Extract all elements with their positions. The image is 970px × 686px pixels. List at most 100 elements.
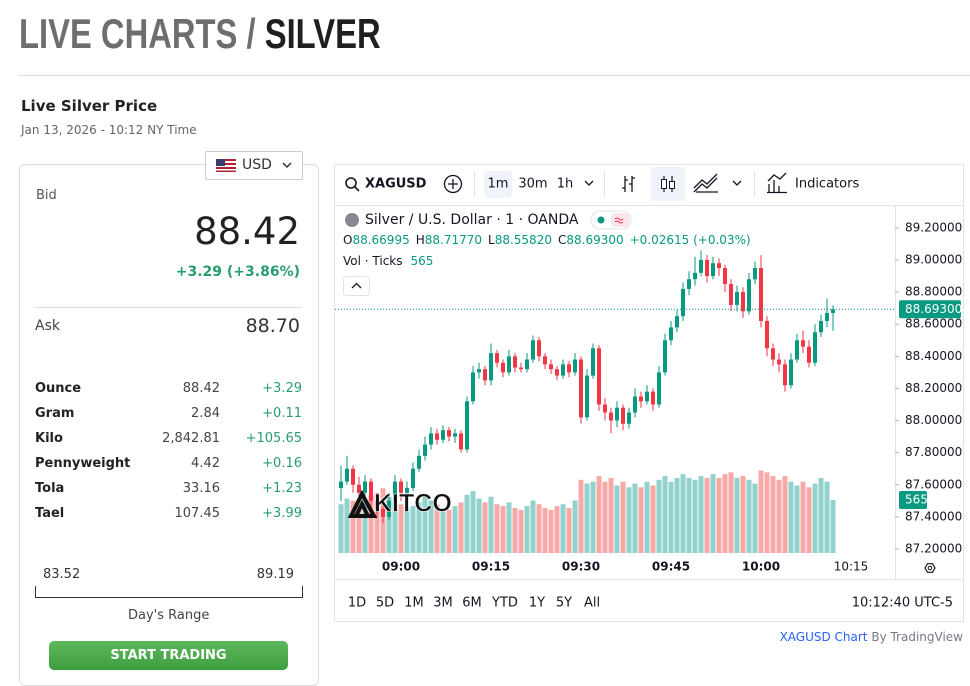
volume-bar (446, 509, 452, 553)
ohlc-value: 88.71770 (425, 233, 482, 247)
collapse-icon (351, 282, 362, 289)
volume-bar (824, 481, 830, 553)
ohlc-label: O (343, 233, 352, 247)
volume-bar (656, 479, 662, 553)
volume-bar (686, 477, 692, 553)
start-trading-button[interactable]: START TRADING (49, 641, 288, 670)
volume-bar (464, 494, 470, 553)
unit-price: 4.42 (191, 456, 220, 471)
interval-button[interactable]: 30m (518, 177, 547, 192)
candle-body (423, 444, 427, 456)
volume-bar (674, 477, 680, 553)
unit-name: Tael (35, 506, 65, 521)
range-label: Day's Range (128, 608, 210, 623)
search-icon[interactable] (345, 177, 357, 189)
candle-body (597, 348, 601, 405)
volume-bar (806, 487, 812, 553)
candle-body (465, 401, 469, 450)
volume-bar (668, 481, 674, 553)
range-button[interactable]: 1D (348, 596, 366, 611)
range-button[interactable]: 6M (462, 596, 482, 611)
range-button[interactable]: 1M (404, 596, 424, 611)
volume-bar (620, 481, 626, 553)
range-low: 83.52 (43, 567, 81, 582)
settings-icon[interactable] (924, 563, 936, 573)
attribution-link[interactable]: XAGUSD Chart (779, 630, 868, 644)
bars-icon[interactable] (622, 176, 635, 192)
range-button[interactable]: YTD (491, 596, 518, 611)
candle-body (537, 340, 541, 357)
candle-body (819, 320, 823, 333)
candle-body (399, 481, 403, 493)
volume-bar (428, 500, 434, 553)
volume-bar (470, 491, 476, 553)
volume-bar (710, 474, 716, 553)
volume-bar (590, 481, 596, 553)
volume-bar (716, 477, 722, 553)
candle-body (705, 259, 709, 277)
candle-body (471, 372, 475, 402)
volume-bar (752, 483, 758, 553)
style-menu[interactable] (732, 180, 742, 186)
range-button[interactable]: All (584, 596, 600, 611)
y-tick-label: 88.40000 (905, 349, 962, 363)
range-button[interactable]: 1Y (529, 596, 545, 611)
last-price-tag (899, 300, 961, 319)
y-tick-label: 87.20000 (905, 541, 962, 555)
volume-bar (830, 500, 836, 553)
y-tick-label: 88.60000 (905, 317, 962, 331)
candle-body (717, 263, 721, 269)
symbol-logo (345, 213, 359, 227)
volume-bar (482, 502, 488, 553)
candle-body (807, 346, 811, 363)
range-button[interactable]: 5D (376, 596, 394, 611)
volume-bar (764, 472, 770, 553)
candle-body (525, 359, 529, 370)
timestamp: Jan 13, 2026 - 10:12 NY Time (21, 123, 197, 137)
y-tick-label: 88.00000 (905, 413, 962, 427)
x-tick-label: 09:15 (472, 560, 510, 574)
unit-name: Kilo (35, 431, 63, 446)
volume-bar (614, 485, 620, 553)
range-button[interactable]: 3M (433, 596, 453, 611)
candle-body (783, 364, 787, 386)
unit-name: Pennyweight (35, 456, 131, 471)
candle-body (495, 353, 499, 363)
range-bar (35, 586, 303, 598)
indicators-button[interactable]: Indicators (795, 177, 859, 192)
divider (35, 307, 302, 308)
volume-bar (554, 506, 560, 553)
collapse-legend[interactable] (343, 276, 370, 296)
volume-bar (698, 476, 704, 553)
range-high: 89.19 (256, 567, 294, 582)
interval-button[interactable]: 1m (488, 177, 509, 192)
candle-body (357, 484, 361, 493)
interval-button[interactable]: 1h (557, 177, 574, 192)
unit-row: Pennyweight 4.42 +0.16 (35, 456, 302, 476)
candle-body (339, 481, 343, 488)
indicators-icon[interactable] (767, 172, 787, 194)
candle-body (693, 272, 697, 280)
unit-price: 88.42 (182, 381, 220, 396)
attribution-by: By TradingView (871, 630, 963, 644)
volume-bar (512, 507, 518, 553)
delayed-icon (614, 217, 624, 224)
range-button[interactable]: 5Y (556, 596, 572, 611)
interval-menu[interactable] (584, 180, 594, 186)
candle-body (387, 500, 391, 517)
candle-body (393, 481, 397, 501)
volume-bar (344, 498, 350, 553)
area-icon[interactable] (693, 173, 718, 193)
currency-select[interactable]: USD (205, 151, 303, 180)
volume-bar (644, 481, 650, 553)
compare-button[interactable] (443, 174, 463, 194)
volume-bar (800, 481, 806, 553)
candle-body (429, 433, 433, 445)
volume-bar (626, 487, 632, 553)
watermark-logo (347, 489, 378, 518)
volume-bar (542, 507, 548, 553)
candle-body (681, 288, 685, 317)
symbol[interactable]: XAGUSD (365, 177, 427, 192)
candle-body (603, 404, 607, 413)
attribution[interactable]: XAGUSD Chart By TradingView (780, 630, 963, 644)
